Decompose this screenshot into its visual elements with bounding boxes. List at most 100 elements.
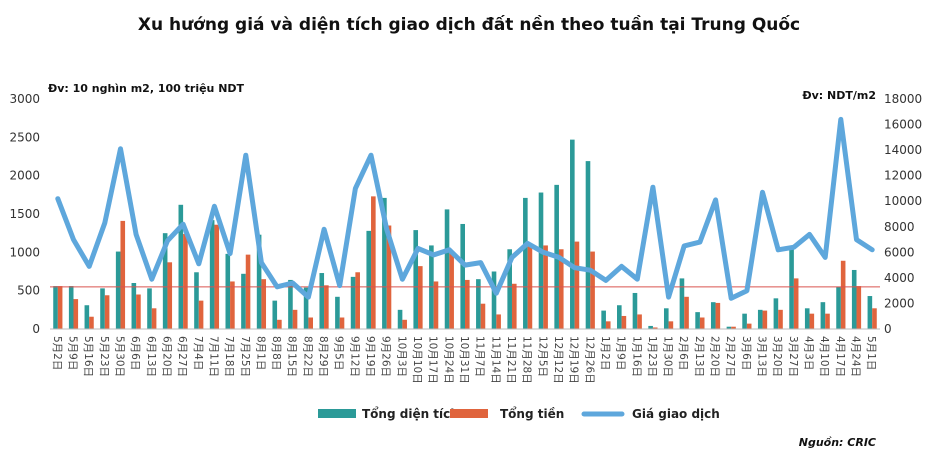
right-y-tick: 16000: [884, 118, 922, 132]
bar-total: [89, 316, 94, 329]
right-y-tick: 8000: [884, 220, 915, 234]
left-y-axis: 0 500 1000 1500 2000 2500 3000: [9, 92, 40, 336]
bar-area: [585, 161, 591, 329]
x-tick-label: 1月23日: [646, 336, 658, 377]
chart-title: Xu hướng giá và diện tích giao dịch đất …: [138, 14, 800, 35]
x-tick-label: 7月18日: [223, 336, 235, 377]
bar-area: [601, 310, 606, 329]
right-y-tick: 10000: [884, 194, 922, 208]
bar-series: [53, 139, 877, 329]
x-tick-label: 9月19日: [364, 336, 376, 377]
x-tick-label: 5月30日: [114, 336, 126, 377]
bar-area: [757, 309, 763, 329]
legend-label-area: Tổng diện tích: [362, 406, 459, 421]
bar-total: [230, 281, 235, 329]
x-tick-label: 9月12日: [348, 336, 360, 377]
bar-area: [131, 283, 137, 329]
bar-total: [449, 252, 454, 329]
x-tick-label: 8月1日: [254, 336, 266, 370]
bar-total: [198, 300, 204, 329]
x-tick-label: 4月10日: [818, 336, 830, 377]
bar-total: [371, 196, 376, 329]
bar-total: [668, 321, 674, 329]
bar-area: [382, 197, 387, 329]
x-tick-label: 12月5日: [536, 336, 548, 377]
bar-area: [820, 302, 826, 329]
bar-total: [715, 302, 721, 329]
x-tick-label: 5月2日: [51, 336, 63, 370]
x-tick-label: 3月20日: [771, 336, 783, 377]
bar-total: [277, 319, 282, 329]
bar-total: [605, 321, 611, 329]
bar-area: [115, 251, 121, 329]
x-tick-label: 7月25日: [239, 336, 251, 377]
bar-total: [558, 249, 564, 329]
bar-area: [695, 312, 700, 329]
bar-total: [872, 308, 877, 329]
bar-total: [746, 323, 752, 329]
bar-total: [433, 281, 439, 329]
right-y-tick: 12000: [884, 169, 922, 183]
x-tick-label: 2月13日: [693, 336, 705, 377]
x-tick-label: 5月1日: [865, 336, 877, 370]
bar-area: [851, 269, 857, 329]
x-tick-label: 2月20日: [709, 336, 721, 377]
bar-total: [136, 294, 141, 329]
x-axis-labels: 5月2日 5月9日 5月16日 5月23日 5月30日 6月6日 6月13日 6月20日 6月2…: [51, 336, 877, 384]
bar-total: [590, 251, 595, 329]
bar-total: [245, 254, 251, 329]
bar-area: [773, 298, 779, 329]
x-tick-label: 10月24日: [442, 336, 454, 384]
bar-total: [167, 262, 173, 329]
x-tick-label: 4月24日: [850, 336, 862, 377]
bar-area: [491, 271, 497, 329]
bar-total: [214, 224, 220, 329]
x-tick-label: 6月13日: [145, 336, 157, 377]
bar-total: [699, 317, 705, 329]
bar-total: [104, 295, 110, 329]
bar-area: [460, 223, 465, 329]
x-tick-label: 6月27日: [176, 336, 188, 377]
x-tick-label: 1月2日: [599, 336, 611, 370]
legend: Tổng diện tích Tổng tiền Giá giao dịch: [318, 406, 720, 421]
left-y-tick: 2000: [9, 169, 40, 183]
price-line: [55, 116, 875, 301]
right-y-tick: 6000: [884, 245, 915, 259]
x-tick-label: 5月9日: [67, 336, 79, 370]
bar-total: [57, 286, 63, 329]
bar-total: [637, 314, 642, 329]
x-tick-label: 11月28日: [521, 336, 533, 384]
bar-total: [292, 309, 298, 329]
x-tick-label: 2月6日: [677, 336, 689, 370]
legend-label-price: Giá giao dịch: [632, 407, 720, 421]
bar-area: [710, 302, 716, 329]
left-y-tick: 1500: [9, 207, 40, 221]
bar-area: [147, 288, 152, 329]
bar-area: [397, 309, 403, 329]
bar-area: [726, 326, 732, 329]
x-tick-label: 1月9日: [615, 336, 627, 370]
x-tick-label: 7月4日: [192, 336, 204, 370]
bar-area: [162, 233, 168, 329]
bar-total: [652, 327, 658, 329]
legend-swatch-total: [450, 409, 488, 418]
x-tick-label: 1月30日: [662, 336, 674, 377]
bar-area: [617, 305, 622, 329]
x-tick-label: 10月3日: [395, 336, 407, 377]
right-y-tick: 18000: [884, 92, 922, 106]
legend-label-total: Tổng tiền: [500, 406, 564, 421]
bar-area: [366, 230, 372, 329]
x-tick-label: 10月31日: [458, 336, 470, 384]
x-tick-label: 9月5日: [333, 336, 345, 370]
bar-area: [209, 220, 215, 329]
left-y-tick: 2500: [9, 130, 40, 144]
bar-total: [465, 279, 470, 329]
left-y-tick: 3000: [9, 92, 40, 106]
bar-area: [53, 286, 58, 329]
bar-total: [73, 299, 79, 329]
bar-area: [507, 249, 512, 329]
bar-total: [402, 319, 407, 329]
x-tick-label: 1月16日: [630, 336, 642, 377]
x-tick-label: 12月26日: [583, 336, 595, 384]
